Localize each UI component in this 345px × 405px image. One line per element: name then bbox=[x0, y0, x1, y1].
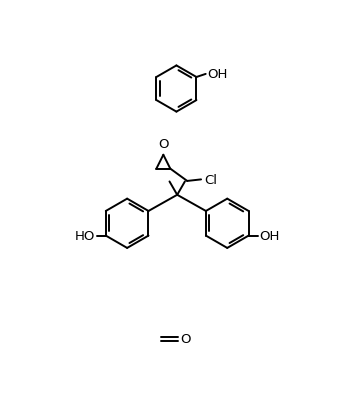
Text: HO: HO bbox=[75, 230, 95, 243]
Text: O: O bbox=[180, 333, 191, 345]
Text: OH: OH bbox=[259, 230, 280, 243]
Text: Cl: Cl bbox=[204, 173, 217, 186]
Text: O: O bbox=[158, 138, 169, 151]
Text: OH: OH bbox=[207, 68, 228, 81]
